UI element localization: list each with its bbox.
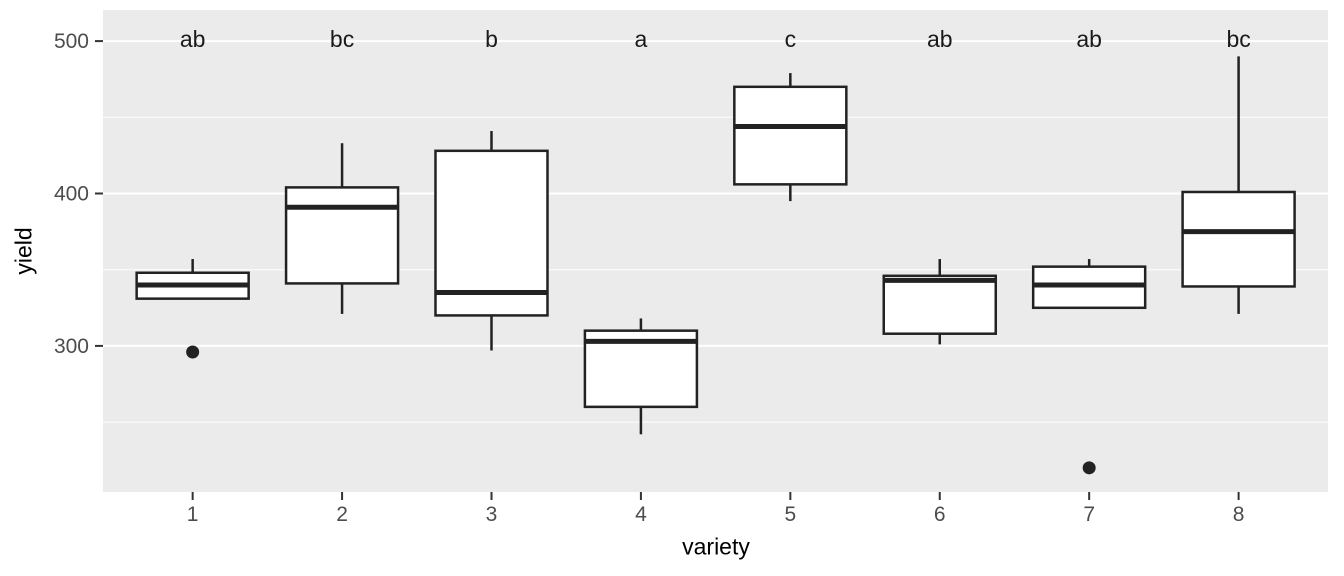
x-tick-label: 6 (934, 503, 946, 526)
significance-letter: bc (330, 26, 354, 52)
significance-letter: a (635, 26, 648, 52)
iqr-box (882, 274, 998, 335)
x-tick-label: 8 (1233, 503, 1245, 526)
significance-letter: ab (1076, 26, 1102, 52)
x-tick-label: 4 (635, 503, 647, 526)
iqr-box (284, 186, 400, 285)
x-axis-title: variety (682, 533, 750, 560)
y-tick-label: 500 (54, 30, 89, 53)
significance-letter: ab (180, 26, 206, 52)
significance-letter: bc (1226, 26, 1250, 52)
iqr-box (1181, 190, 1296, 288)
x-tick-label: 5 (784, 503, 796, 526)
iqr-box (733, 85, 848, 186)
y-axis-title: yield (10, 227, 37, 275)
y-tick-label: 300 (54, 335, 89, 358)
outlier-point (1082, 461, 1096, 475)
x-tick-label: 1 (187, 503, 199, 526)
significance-letter: c (785, 26, 797, 52)
x-tick-label: 3 (486, 503, 498, 526)
x-tick-label: 7 (1083, 503, 1095, 526)
y-tick-label: 400 (54, 183, 89, 206)
significance-letter: ab (927, 26, 953, 52)
outlier-point (186, 345, 200, 359)
significance-letter: b (485, 26, 498, 52)
iqr-box (434, 149, 549, 317)
x-tick-label: 2 (336, 503, 348, 526)
